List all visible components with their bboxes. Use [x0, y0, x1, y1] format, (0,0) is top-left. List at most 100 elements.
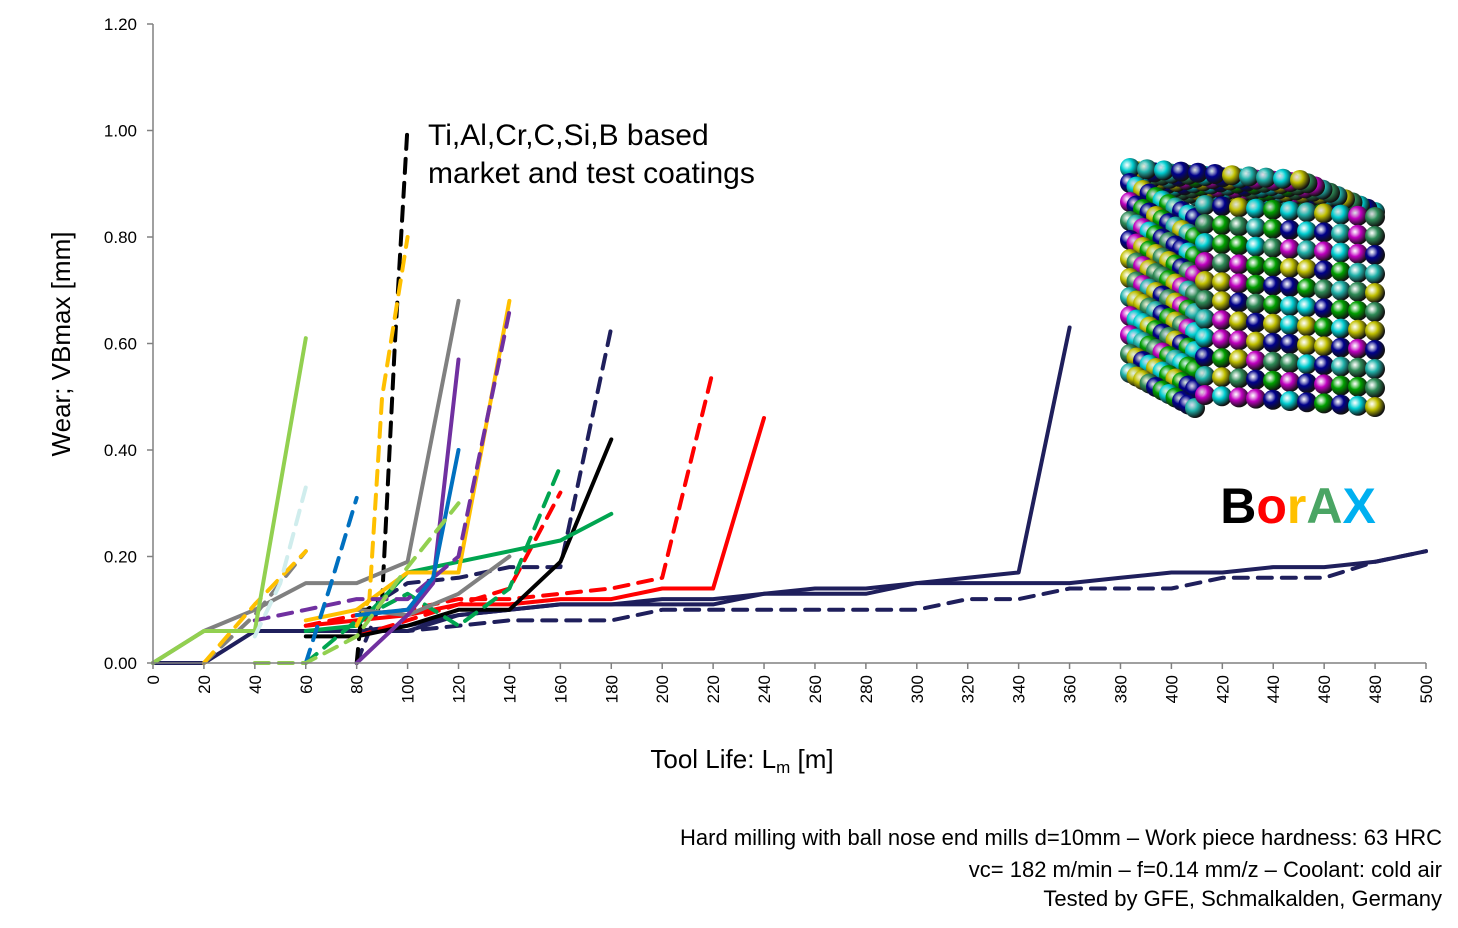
x-tick-label: 500	[1417, 675, 1436, 703]
atom-sphere	[1263, 332, 1283, 353]
atom-sphere	[1365, 283, 1385, 303]
atom-sphere	[1280, 220, 1300, 240]
series-line-5	[303, 368, 716, 628]
x-tick-label: 460	[1315, 675, 1334, 703]
x-tick-label: 120	[450, 675, 469, 703]
atom-sphere	[1229, 330, 1249, 351]
y-tick-label: 0.00	[104, 654, 137, 673]
x-tick-label: 440	[1264, 675, 1283, 703]
series-line-16	[201, 549, 308, 665]
atom-sphere	[1314, 298, 1334, 319]
atom-sphere	[1195, 309, 1215, 329]
atom-sphere	[1280, 277, 1300, 297]
x-tick-label: 300	[908, 675, 927, 703]
atom-sphere	[1297, 202, 1317, 223]
atom-sphere	[1314, 222, 1334, 243]
logo-letter-b: B	[1220, 478, 1256, 534]
x-tick-label: 380	[1111, 675, 1130, 703]
x-axis-label-subscript: m	[776, 758, 790, 777]
atom-sphere	[1314, 203, 1334, 224]
atom-sphere	[1246, 236, 1266, 257]
atom-sphere	[1348, 243, 1368, 264]
atom-sphere	[1229, 197, 1249, 218]
atom-sphere	[1263, 351, 1283, 372]
atom-sphere	[1365, 321, 1385, 341]
atom-sphere	[1348, 376, 1368, 397]
atom-sphere	[1365, 207, 1385, 227]
atom-sphere	[1314, 260, 1334, 281]
atom-sphere	[1212, 272, 1232, 293]
atom-sphere	[1212, 253, 1232, 274]
borax-logo: BorAX	[1220, 478, 1376, 534]
series-line-15	[354, 235, 410, 628]
x-tick-label: 140	[500, 675, 519, 703]
annotation-line-2: market and test coatings	[428, 157, 755, 190]
atom-sphere	[1314, 374, 1334, 395]
y-tick-label: 0.20	[104, 548, 137, 567]
atom-sphere	[1246, 198, 1266, 219]
x-tick-label: 20	[195, 675, 214, 694]
atom-sphere	[1273, 168, 1293, 189]
atom-sphere	[1348, 357, 1368, 378]
y-tick-label: 1.00	[104, 122, 137, 141]
atom-sphere	[1263, 218, 1283, 239]
atom-sphere	[1222, 165, 1242, 186]
atom-sphere	[1365, 302, 1385, 322]
atom-sphere	[1348, 395, 1368, 416]
atom-sphere	[1263, 199, 1283, 220]
atom-sphere	[1331, 204, 1351, 225]
atom-sphere	[1120, 158, 1140, 178]
atom-sphere	[1154, 160, 1174, 181]
atom-sphere	[1212, 310, 1232, 331]
atom-sphere	[1212, 367, 1232, 388]
atom-sphere	[1365, 340, 1385, 360]
atom-sphere	[1229, 254, 1249, 275]
logo-letter-o: o	[1256, 478, 1287, 534]
atom-sphere	[1195, 347, 1215, 367]
atom-sphere	[1195, 290, 1215, 310]
atom-sphere	[1297, 240, 1317, 261]
atom-sphere	[1246, 331, 1266, 352]
atom-sphere	[1263, 275, 1283, 296]
atom-sphere	[1331, 318, 1351, 339]
atom-sphere	[1263, 256, 1283, 277]
atom-sphere	[1212, 386, 1232, 407]
atom-sphere	[1297, 354, 1317, 375]
series-line-21	[151, 336, 308, 665]
atom-sphere	[1195, 233, 1215, 253]
atom-sphere	[1229, 235, 1249, 256]
atom-sphere	[1365, 245, 1385, 265]
atom-sphere	[1205, 164, 1225, 184]
y-tick-label: 0.80	[104, 228, 137, 247]
atom-sphere	[1331, 261, 1351, 282]
x-axis-label-main: Tool Life: L	[650, 744, 776, 774]
atom-sphere	[1314, 393, 1334, 414]
logo-letter-x: X	[1342, 478, 1375, 534]
series-line-1	[252, 549, 1428, 633]
atom-sphere	[1297, 297, 1317, 318]
atom-sphere	[1263, 313, 1283, 334]
atom-sphere	[1348, 281, 1368, 302]
atom-sphere	[1348, 262, 1368, 283]
logo-letter-r: r	[1287, 478, 1306, 534]
x-tick-label: 280	[857, 675, 876, 703]
series-line-3	[354, 325, 614, 665]
atom-sphere	[1239, 166, 1259, 187]
atom-sphere	[1246, 388, 1266, 409]
footnote-line-2: vc= 182 m/min – f=0.14 mm/z – Coolant: c…	[968, 857, 1442, 882]
x-tick-label: 480	[1366, 675, 1385, 703]
atom-sphere	[1195, 214, 1215, 234]
y-tick-label: 0.60	[104, 335, 137, 354]
x-tick-label: 0	[144, 675, 163, 684]
atom-sphere	[1365, 397, 1385, 417]
series-line-0	[151, 549, 1428, 665]
series-line-6	[354, 490, 563, 639]
atom-sphere	[1314, 336, 1334, 357]
atom-sphere	[1263, 294, 1283, 315]
atom-sphere	[1348, 300, 1368, 321]
series-line-4	[303, 416, 766, 628]
atom-cube-image	[1120, 158, 1385, 418]
atom-sphere	[1297, 316, 1317, 337]
atom-sphere	[1314, 279, 1334, 300]
